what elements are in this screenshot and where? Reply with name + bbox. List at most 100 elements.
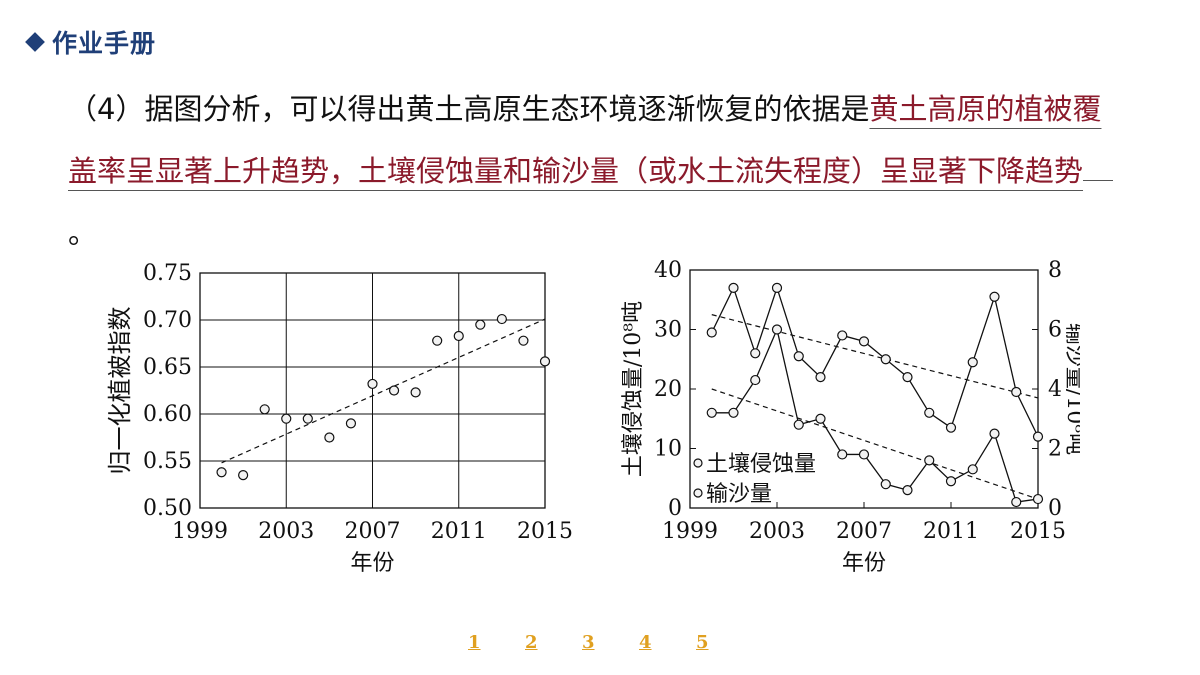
- data-point: [880, 354, 891, 365]
- y-axis-label: 归一化植被指数: [106, 307, 134, 475]
- data-point: [281, 413, 292, 424]
- pagination: 1 2 3 4 5: [468, 632, 713, 653]
- page-link-3[interactable]: 3: [582, 632, 595, 653]
- data-point: [238, 470, 249, 481]
- data-point: [706, 327, 717, 338]
- y-tick-label: 0.65: [143, 355, 192, 380]
- question-prefix: （4）据图分析，可以得出黄土高原生态环境逐渐恢复的依据是: [68, 92, 870, 126]
- data-point: [902, 371, 913, 383]
- data-point: [475, 319, 486, 330]
- y-tick-label: 0.55: [143, 449, 192, 474]
- y-right-tick-label: 6: [1048, 318, 1062, 343]
- data-point: [388, 385, 400, 396]
- data-point: [259, 404, 270, 415]
- data-point: [539, 356, 551, 367]
- data-point: [771, 324, 783, 335]
- data-point: [1011, 496, 1022, 508]
- section-header: 作业手册: [25, 24, 157, 60]
- y-tick-label: 0.70: [143, 308, 192, 333]
- data-point: [453, 330, 464, 342]
- x-tick-label: 2003: [749, 519, 805, 544]
- data-point: [837, 330, 848, 341]
- x-axis-label: 年份: [842, 551, 886, 576]
- page-link-4[interactable]: 4: [639, 632, 652, 653]
- legend-marker: [693, 488, 703, 498]
- data-point: [989, 291, 1000, 302]
- data-point: [750, 374, 761, 386]
- x-tick-label: 2007: [345, 519, 401, 544]
- y-left-tick-label: 30: [654, 318, 682, 343]
- data-point: [945, 476, 957, 487]
- y-left-tick-label: 40: [654, 258, 682, 283]
- trend-line: [711, 388, 1039, 500]
- data-point: [216, 467, 227, 478]
- page-link-5[interactable]: 5: [696, 632, 709, 653]
- y-right-tick-label: 2: [1048, 437, 1062, 462]
- y-left-tick-label: 0: [668, 496, 682, 521]
- data-point: [410, 387, 421, 398]
- legend-label: 土壤侵蚀量: [706, 452, 816, 477]
- data-point: [1032, 493, 1044, 505]
- data-point: [967, 357, 978, 368]
- y-left-tick-label: 20: [654, 377, 682, 402]
- data-point: [858, 449, 870, 460]
- ndvi-chart: 1999 2003 2007 2011 2015 0.50 0.55 0.60 0.65 0.70…: [106, 261, 573, 576]
- answer-text: 黄土高原的植被覆盖率呈显著上升趋势，土壤侵蚀量和输沙量（或水土流失程度）呈显著下…: [68, 92, 1102, 188]
- data-point: [706, 407, 717, 418]
- legend-label: 输沙量: [706, 482, 772, 507]
- x-tick-label: 2003: [258, 519, 314, 544]
- data-point: [924, 407, 935, 418]
- x-tick-label: 2011: [923, 519, 979, 544]
- question-text: （4）据图分析，可以得出黄土高原生态环境逐渐恢复的依据是黄土高原的植被覆盖率呈显…: [68, 78, 1118, 264]
- data-point: [902, 485, 913, 496]
- data-point: [728, 407, 739, 418]
- y-tick-label: 0.50: [143, 496, 192, 521]
- data-point: [1032, 431, 1044, 442]
- data-point: [837, 449, 848, 460]
- answer-blank-tail: [1083, 179, 1114, 181]
- y-left-tick-label: 10: [654, 437, 682, 462]
- y-tick-label: 0.60: [143, 402, 192, 427]
- section-title: 作业手册: [52, 29, 157, 58]
- x-tick-label: 1999: [172, 519, 228, 544]
- page-link-2[interactable]: 2: [525, 632, 538, 653]
- data-point: [793, 419, 804, 430]
- data-point: [432, 335, 443, 346]
- x-tick-label: 2015: [517, 519, 573, 544]
- data-point: [967, 464, 978, 475]
- x-tick-label: 2015: [1010, 519, 1066, 544]
- x-axis-label: 年份: [350, 551, 394, 576]
- data-point: [345, 418, 357, 429]
- diamond-bullet-icon: [25, 32, 45, 52]
- question-suffix: 。: [68, 216, 98, 250]
- series-line: [711, 327, 1039, 503]
- y-right-tick-label: 4: [1048, 377, 1062, 402]
- legend-marker: [693, 458, 703, 468]
- data-point: [815, 371, 826, 383]
- erosion-sediment-chart: 1999 2003 2007 2011 201501020304002468土壤侵蚀量输…: [621, 258, 1080, 576]
- x-tick-label: 1999: [662, 519, 718, 544]
- y-right-axis-label: 输沙量/10⁸吨: [1062, 323, 1080, 455]
- data-point: [945, 422, 957, 433]
- series-line: [711, 285, 1039, 437]
- page-link-1[interactable]: 1: [468, 632, 481, 653]
- x-tick-label: 2007: [836, 519, 892, 544]
- data-point: [815, 413, 826, 424]
- data-point: [1011, 386, 1022, 398]
- data-point: [728, 282, 739, 293]
- data-point: [324, 432, 335, 443]
- y-left-axis-label: 土壤侵蚀量/10⁸吨: [621, 301, 646, 477]
- data-point: [771, 282, 783, 293]
- data-point: [880, 479, 891, 490]
- trend-line: [711, 314, 1039, 399]
- y-right-tick-label: 8: [1048, 258, 1062, 283]
- data-point: [793, 351, 804, 362]
- data-point: [496, 313, 507, 325]
- y-right-tick-label: 0: [1048, 496, 1062, 521]
- x-tick-label: 2011: [431, 519, 487, 544]
- trend-line: [221, 318, 546, 464]
- data-point: [518, 335, 529, 346]
- data-point: [750, 348, 761, 359]
- data-point: [858, 336, 870, 347]
- data-point: [302, 413, 313, 424]
